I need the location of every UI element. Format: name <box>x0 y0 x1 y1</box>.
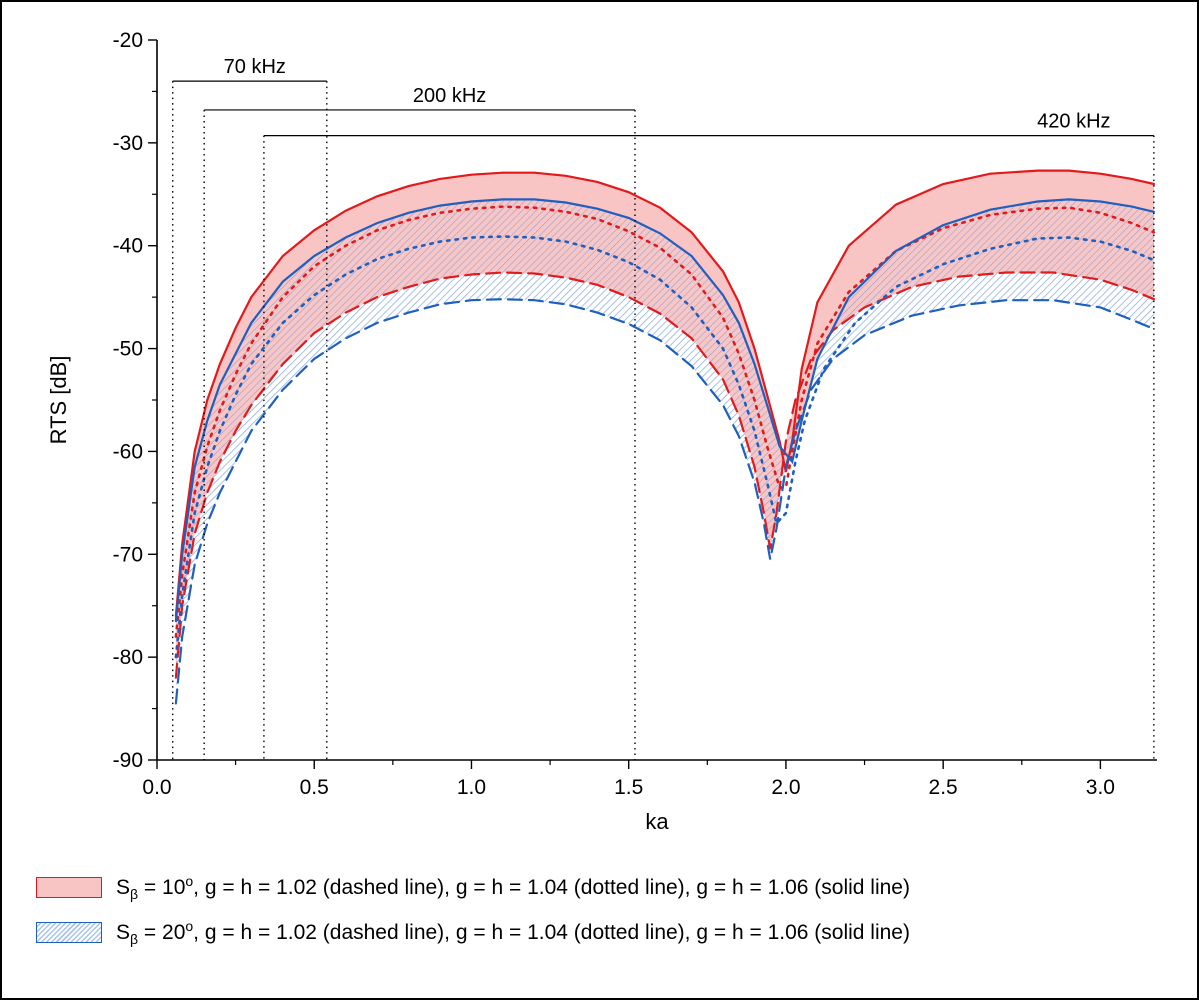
x-tick-label-1: 0.5 <box>300 776 329 799</box>
x-tick-label-2: 1.0 <box>457 776 486 799</box>
x-tick-label-5: 2.5 <box>929 776 958 799</box>
y-axis-label: RTS [dB] <box>46 356 71 445</box>
legend-swatch-s10 <box>36 876 102 898</box>
x-tick-label-0: 0.0 <box>142 776 171 799</box>
y-tick-label-7: -90 <box>113 749 143 772</box>
x-axis-label: ka <box>645 809 669 834</box>
y-tick-label-5: -70 <box>113 543 143 566</box>
y-tick-label-3: -50 <box>113 338 143 361</box>
x-tick-label-4: 2.0 <box>771 776 800 799</box>
legend-item-s10: Sβ = 10o, g = h = 1.02 (dashed line), g … <box>36 872 910 902</box>
frequency-ranges: 70 kHz 200 kHz 420 kHz <box>172 56 1155 760</box>
series-line-s10-dotted <box>174 205 1156 638</box>
axes: -20 -30 -40 -50 -60 -70 -80 -90 0.0 0.5 1.0 1.5 2.0 2… <box>46 29 1157 834</box>
series-line-s10-solid <box>174 169 1155 618</box>
band-areas <box>175 170 1154 704</box>
legend-label-s20: Sβ = 20o, g = h = 1.02 (dashed line), g … <box>116 917 910 947</box>
freq-range-3-label: 420 kHz <box>1037 111 1110 133</box>
series-lines <box>174 169 1156 705</box>
legend-label-s10: Sβ = 10o, g = h = 1.02 (dashed line), g … <box>116 872 910 902</box>
legend-swatch-s20 <box>36 921 102 943</box>
x-tick-label-3: 1.5 <box>614 776 643 799</box>
series-line-s20-solid <box>174 198 1155 623</box>
y-tick-label-6: -80 <box>113 646 143 669</box>
series-line-s20-dashed <box>174 298 1155 705</box>
y-tick-label-0: -20 <box>113 29 143 52</box>
y-tick-label-4: -60 <box>113 440 143 463</box>
freq-range-1-label: 70 kHz <box>224 56 286 78</box>
series-line-s10-dashed <box>174 271 1155 679</box>
series-line-s20-dotted <box>174 235 1156 659</box>
freq-range-2-label: 200 kHz <box>413 85 486 107</box>
x-tick-label-6: 3.0 <box>1086 776 1115 799</box>
band-area-s10 <box>175 170 1154 678</box>
legend-item-s20: Sβ = 20o, g = h = 1.02 (dashed line), g … <box>36 917 910 947</box>
y-tick-label-1: -30 <box>113 132 143 155</box>
y-tick-label-2: -40 <box>113 235 143 258</box>
